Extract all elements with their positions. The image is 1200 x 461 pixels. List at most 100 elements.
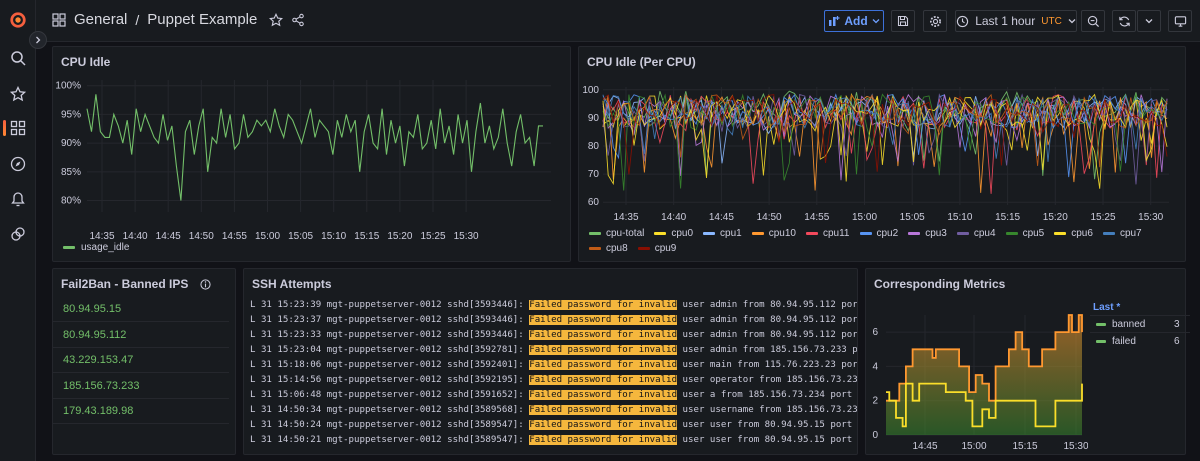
active-indicator [3,120,6,136]
legend-item[interactable]: cpu8 [589,243,628,254]
legend-item[interactable]: cpu2 [859,228,898,239]
panel-title-text: Fail2Ban - Banned IPS [61,277,189,291]
breadcrumb: General / Puppet Example [52,11,305,28]
x-tick-label: 14:55 [804,212,829,223]
legend-item[interactable]: cpu3 [908,228,947,239]
log-line[interactable]: L 31 14:50:24 mgt-puppetserver-0012 sshd… [250,419,857,432]
legend-label: cpu5 [1022,228,1045,239]
series-line-cpu5[interactable] [602,93,1168,191]
explore-icon[interactable] [8,154,28,174]
legend-label: usage_idle [81,242,130,253]
x-tick-label: 15:30 [454,231,479,242]
log-line[interactable]: L 31 15:23:37 mgt-puppetserver-0012 sshd… [250,314,857,327]
legend-label: cpu7 [1119,228,1142,239]
legend-item[interactable]: cpu0 [654,228,693,239]
favorite-star-icon[interactable] [269,12,284,27]
x-tick-label: 15:10 [947,212,972,223]
series-line-usage-idle[interactable] [86,94,543,201]
cpu-idle-per-cpu-chart[interactable]: 60 70 80 90 100 14:35 14:40 14:45 14:50 14:55 15:0… [579,47,1185,261]
refresh-interval-dropdown[interactable] [1137,10,1161,32]
dashboards-icon[interactable] [8,118,28,138]
log-line[interactable]: L 31 15:06:48 mgt-puppetserver-0012 sshd… [250,389,857,402]
legend-item[interactable]: usage_idle [63,242,129,253]
panel-fail2ban[interactable]: Fail2Ban - Banned IPS 80.94.95.15 80.94.9… [52,268,236,455]
search-icon[interactable] [8,48,28,68]
log-prefix: L 31 15:06:48 mgt-puppetserver-0012 sshd… [250,390,530,400]
x-tick-label: 14:45 [709,212,734,223]
legend-label: cpu8 [606,243,628,254]
panel-title: Fail2Ban - Banned IPS [61,277,211,291]
log-prefix: L 31 15:23:33 mgt-puppetserver-0012 sshd… [250,330,530,340]
legend-item[interactable]: cpu6 [1054,228,1093,239]
x-tick-label: 15:25 [1090,212,1115,223]
legend-swatch [703,232,716,235]
legend-swatch [637,247,650,250]
series-line-banned[interactable] [886,382,1083,428]
save-dashboard-button[interactable] [891,10,915,32]
sidebar-toggle-button[interactable] [29,31,47,49]
log-line[interactable]: L 31 15:14:56 mgt-puppetserver-0012 sshd… [250,374,857,387]
x-tick-label: 15:00 [852,212,877,223]
legend-item[interactable]: cpu11 [805,228,850,239]
series-line-cpu8[interactable] [602,93,1168,168]
legend-label: failed [1112,336,1136,347]
legend-item[interactable]: cpu10 [751,228,796,239]
log-line[interactable]: L 31 15:23:39 mgt-puppetserver-0012 sshd… [250,299,857,312]
kiosk-mode-button[interactable] [1168,10,1192,32]
corresponding-metrics-chart[interactable]: 0 2 4 6 14:45 15:00 15:15 15:30 [866,269,1088,454]
legend-item[interactable]: cpu9 [637,243,676,254]
zoom-out-button[interactable] [1081,10,1105,32]
chevron-right-icon [36,36,41,44]
panel-title: CPU Idle (Per CPU) [587,55,696,69]
log-prefix: L 31 15:23:37 mgt-puppetserver-0012 sshd… [250,315,530,325]
panel-cpu-idle[interactable]: CPU Idle 80% 85% 90% 95% 100% 14:35 14:40 14:45… [52,46,571,262]
chevron-down-icon [872,19,880,24]
series-line-cpu7[interactable] [602,94,1168,162]
refresh-button[interactable] [1112,10,1136,32]
log-highlight: Failed password for invalid [529,330,678,340]
time-range-picker[interactable]: Last 1 hour UTC [955,10,1077,32]
legend-item[interactable]: cpu5 [1005,228,1045,239]
y-tick-label: 85% [61,167,81,178]
series-line-failed[interactable] [886,314,1083,402]
zoom-out-icon [1087,15,1099,27]
legend-label: cpu1 [720,228,742,239]
legend-sort-header[interactable]: Last * [1093,302,1121,313]
legend-item[interactable]: cpu4 [956,228,996,239]
log-line[interactable]: L 31 15:23:04 mgt-puppetserver-0012 sshd… [250,344,857,357]
add-button[interactable]: Add [824,10,884,32]
panel-cpu-idle-per-cpu[interactable]: CPU Idle (Per CPU) 60 70 80 90 100 14:35 14:40… [578,46,1186,262]
alerting-icon[interactable] [8,189,28,209]
time-range-label: Last 1 hour [975,14,1036,28]
breadcrumb-folder[interactable]: General [74,11,128,28]
panel-ssh-attempts[interactable]: SSH Attempts L 31 15:23:39 mgt-puppetser… [243,268,858,455]
log-line[interactable]: L 31 15:23:33 mgt-puppetserver-0012 sshd… [250,329,857,342]
legend-item[interactable]: failed 6 [1090,332,1190,349]
panel-corresponding-metrics[interactable]: Corresponding Metrics 0 2 4 6 14:45 15:00 15:1… [865,268,1186,455]
grafana-logo-icon[interactable] [8,10,28,30]
settings-button[interactable] [923,10,947,32]
y-tick-label: 100 [582,85,599,96]
log-line[interactable]: L 31 14:50:21 mgt-puppetserver-0012 sshd… [250,434,857,447]
legend-swatch [859,232,872,235]
log-line[interactable]: L 31 15:18:06 mgt-puppetserver-0012 sshd… [250,359,857,372]
cpu-idle-chart[interactable]: 80% 85% 90% 95% 100% 14:35 14:40 14:45 14:50 14:5… [53,47,570,261]
series-line-cpu6[interactable] [602,93,1168,186]
x-tick-label: 14:50 [189,231,214,242]
legend-swatch [63,246,75,249]
legend-item[interactable]: cpu1 [703,228,742,239]
star-icon[interactable] [8,84,28,104]
legend-item[interactable]: banned 3 [1090,315,1190,332]
share-icon[interactable] [291,13,305,27]
series-area-failed [886,315,1082,435]
legend-item[interactable]: cpu-total [589,228,644,239]
series-line-cpu9[interactable] [602,94,1168,175]
y-tick-label: 95% [61,109,81,120]
log-line[interactable]: L 31 14:50:34 mgt-puppetserver-0012 sshd… [250,404,857,417]
connections-icon[interactable] [8,224,28,244]
x-tick-label: 14:50 [757,212,782,223]
legend-swatch [1102,232,1115,235]
legend-item[interactable]: cpu7 [1102,228,1142,239]
info-icon[interactable] [200,278,211,290]
log-prefix: L 31 15:14:56 mgt-puppetserver-0012 sshd… [250,375,530,385]
